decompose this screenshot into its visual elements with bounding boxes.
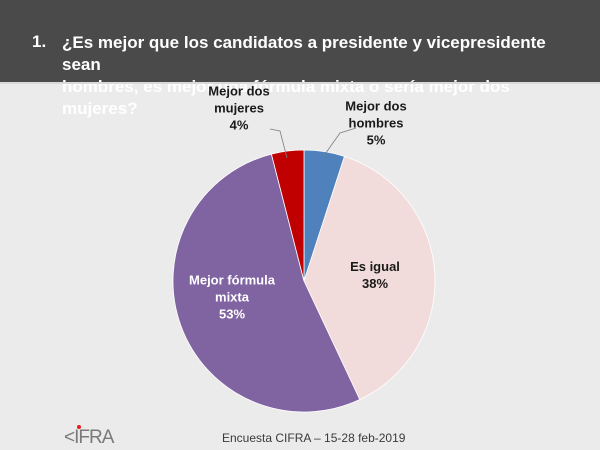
title-bar: 1. ¿Es mejor que los candidatos a presid…	[0, 0, 600, 118]
data-label-category: Mejor dos	[345, 98, 406, 113]
leader-line	[269, 128, 288, 159]
leader-line	[322, 127, 357, 158]
data-label-category: hombres	[349, 115, 404, 130]
data-label-value: 38%	[362, 276, 388, 291]
pie-slice-es-igual	[303, 155, 436, 401]
data-label-category: mixta	[215, 289, 250, 304]
pie-slice-mejor-f-rmula-mixta	[172, 153, 361, 413]
question-text: ¿Es mejor que los candidatos a president…	[62, 32, 582, 120]
data-label-category: Mejor dos	[208, 83, 269, 98]
data-label-value: 4%	[230, 117, 249, 132]
question-number: 1.	[32, 32, 47, 51]
cifra-logo: <IFRA	[64, 427, 114, 448]
question-line-2: hombres, es mejor una fórmula mixta o se…	[62, 77, 510, 118]
data-label-category: mujeres	[214, 100, 264, 115]
logo-dot	[77, 425, 81, 429]
source-note: Encuesta CIFRA – 15-28 feb-2019	[222, 431, 406, 445]
data-label-value: 53%	[219, 306, 245, 321]
pie-slice-mejor-dos-mujeres	[270, 149, 305, 282]
question-line-1: ¿Es mejor que los candidatos a president…	[62, 33, 546, 74]
data-label-category: Mejor fórmula	[189, 272, 276, 287]
header-divider	[0, 82, 600, 84]
data-label-category: Es igual	[350, 259, 400, 274]
data-label-value: 5%	[367, 132, 386, 147]
